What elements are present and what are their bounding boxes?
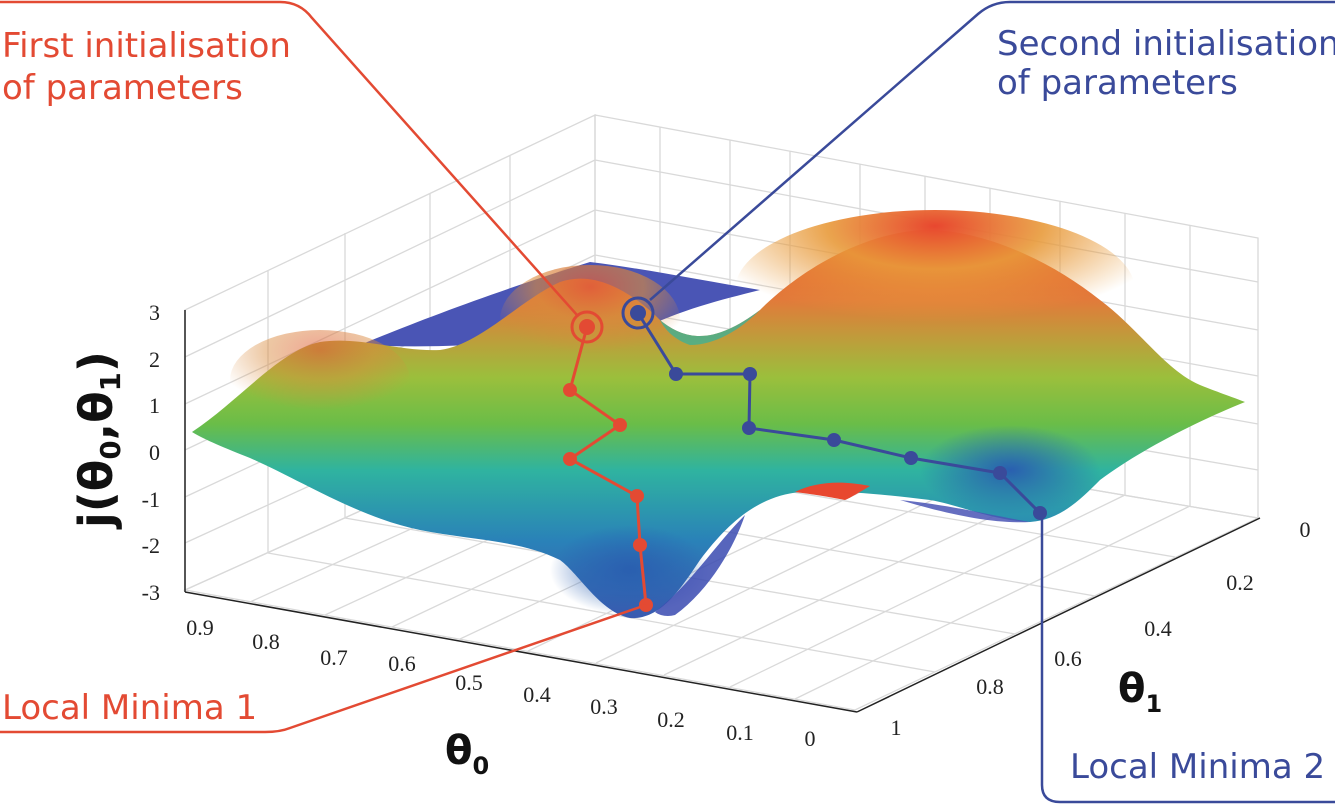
z-axis-label: j(θ0,θ1): [69, 351, 127, 530]
red-step-point: [579, 319, 595, 335]
blue-step-point: [993, 466, 1007, 480]
theta0-tick: 0.6: [388, 651, 416, 676]
leader-second-init: [649, 0, 1335, 301]
red-step-point: [613, 418, 627, 432]
red-step-point: [630, 489, 644, 503]
surface-valley-1: [550, 525, 710, 615]
blue-step-point: [827, 433, 841, 447]
surface-underside-2: [900, 500, 1030, 523]
theta0-tick: 0.4: [523, 682, 551, 707]
theta1-tick: 0.4: [1144, 616, 1172, 641]
theta1-tick: 0.2: [1226, 570, 1254, 595]
local-min-1-label: Local Minima 1: [2, 688, 257, 728]
z-tick: 1: [149, 393, 160, 418]
theta0-axis-ticks: 0.9 0.8 0.7 0.6 0.5 0.4 0.3 0.2 0.1 0: [186, 615, 815, 751]
theta0-tick: 0.7: [320, 645, 348, 670]
theta0-tick: 0.1: [726, 720, 754, 745]
theta1-tick: 0.8: [976, 674, 1004, 699]
red-init-ring: [570, 310, 604, 344]
cost-surface: [192, 210, 1245, 619]
blue-step-point: [742, 421, 756, 435]
surface-saddle: [660, 310, 760, 345]
leader-first-init: [0, 0, 578, 316]
local-min-2-label: Local Minima 2: [1070, 747, 1325, 787]
second-init-label-line2: of parameters: [997, 63, 1238, 103]
blue-path-line: [636, 312, 1042, 515]
second-init-label-line1: Second initialisation: [997, 24, 1335, 64]
blue-init-ring: [621, 296, 655, 330]
z-tick: -2: [142, 533, 160, 558]
theta1-tick: 1: [891, 715, 902, 740]
blue-step-point: [630, 305, 646, 321]
z-tick: 3: [149, 300, 160, 325]
blue-step-point: [1033, 506, 1047, 520]
theta0-tick: 0.9: [186, 615, 214, 640]
surface-underside-1: [655, 515, 745, 616]
blue-step-point: [743, 367, 757, 381]
theta0-axis-line: [184, 591, 858, 713]
surface-left-peak: [230, 330, 410, 430]
theta1-tick: 0: [1300, 517, 1311, 542]
first-init-label-line2: of parameters: [2, 68, 243, 108]
leader-local-min-1: [0, 603, 647, 734]
blue-descent-path: [621, 296, 1047, 520]
theta1-axis-line: [856, 517, 1261, 713]
theta1-axis-ticks: 0 0.2 0.4 0.6 0.8 1: [891, 517, 1311, 740]
theta0-axis-label: θ0: [445, 728, 489, 780]
theta1-axis-label: θ1: [1118, 666, 1162, 718]
z-tick: 0: [149, 440, 160, 465]
theta0-tick: 0.2: [657, 707, 685, 732]
surface-valley-2: [920, 425, 1100, 515]
leader-local-min-2: [1040, 515, 1335, 804]
theta1-tick: 0.6: [1054, 646, 1082, 671]
blue-step-point: [904, 451, 918, 465]
blue-step-point: [669, 367, 683, 381]
first-init-label-line1: First initialisation: [2, 26, 291, 66]
red-step-point: [563, 452, 577, 466]
z-axis-ticks: 3 2 1 0 -1 -2 -3: [142, 300, 160, 605]
theta0-tick: 0.8: [252, 629, 280, 654]
red-step-point: [633, 538, 647, 552]
theta0-tick: 0.3: [590, 694, 618, 719]
theta0-tick: 0.5: [455, 670, 483, 695]
surface-underside-fold: [795, 482, 870, 500]
z-tick: 2: [149, 347, 160, 372]
z-tick: -1: [142, 487, 160, 512]
theta0-tick: 0: [805, 726, 816, 751]
z-tick: -3: [142, 580, 160, 605]
red-step-point: [563, 383, 577, 397]
surface-right-peak: [735, 210, 1135, 370]
